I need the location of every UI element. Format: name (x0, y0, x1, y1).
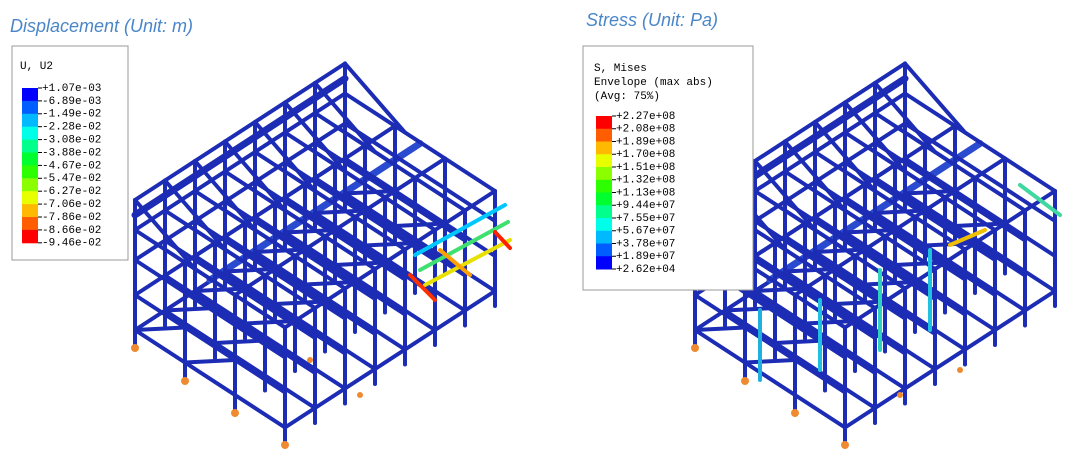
legend-label: +5.67e+07 (616, 226, 675, 238)
legend-label: +1.07e-03 (42, 83, 101, 95)
legend-swatch (596, 180, 612, 193)
legend-label: +2.27e+08 (616, 111, 675, 123)
legend-title: (Avg: 75%) (594, 91, 660, 103)
legend-label: +1.89e+07 (616, 251, 675, 263)
legend-label: +7.55e+07 (616, 213, 675, 225)
legend-swatch (22, 153, 38, 166)
legend-label: +1.51e+08 (616, 162, 675, 174)
legend-label: -8.66e-02 (42, 225, 101, 237)
legend-swatch (596, 231, 612, 244)
legend-label: -9.46e-02 (42, 238, 101, 250)
legend-label: +9.44e+07 (616, 200, 675, 212)
legend-swatch (22, 127, 38, 140)
legend-label: +1.70e+08 (616, 149, 675, 161)
legend-swatch (596, 193, 612, 206)
legend-label: -7.06e-02 (42, 199, 101, 211)
legend-swatch (596, 116, 612, 129)
legend-swatch (22, 217, 38, 230)
legend-swatch (596, 256, 612, 269)
legend-label: -3.08e-02 (42, 135, 101, 147)
legend-swatch (596, 205, 612, 218)
legend-title: S, Mises (594, 63, 647, 75)
legend-label: -3.88e-02 (42, 147, 101, 159)
legend-label: +2.62e+04 (616, 264, 676, 276)
legend-label: -5.47e-02 (42, 173, 101, 185)
panel-title: Displacement (Unit: m) (10, 16, 193, 36)
legend-label: +1.13e+08 (616, 187, 675, 199)
legend-swatch (22, 101, 38, 114)
legend-label: -4.67e-02 (42, 160, 101, 172)
legend-swatch (22, 165, 38, 178)
legend-swatch (596, 167, 612, 180)
panel-title: Stress (Unit: Pa) (586, 10, 718, 30)
legend-label: -6.89e-03 (42, 96, 101, 108)
legend-swatch (22, 88, 38, 101)
legend-swatch (22, 204, 38, 217)
legend-swatch (596, 218, 612, 231)
legend-swatch (22, 140, 38, 153)
legend-label: -2.28e-02 (42, 122, 101, 134)
legend-swatch (22, 230, 38, 243)
legend-label: -6.27e-02 (42, 186, 101, 198)
legend-swatch (22, 114, 38, 127)
legend-label: -7.86e-02 (42, 212, 101, 224)
legend-label: +1.32e+08 (616, 175, 675, 187)
legend: U, U2 +1.07e-03-6.89e-03-1.49e-02-2.28e-0… (20, 61, 101, 250)
structure (131, 64, 510, 450)
legend-swatch (596, 244, 612, 257)
legend-label: -1.49e-02 (42, 109, 101, 121)
legend-title: U, U2 (20, 61, 53, 73)
legend-label: +2.08e+08 (616, 124, 675, 136)
supports (131, 344, 363, 449)
legend-label: +3.78e+07 (616, 238, 675, 250)
legend-swatch (596, 142, 612, 155)
legend-swatch (22, 191, 38, 204)
legend-swatch (596, 154, 612, 167)
figure: Displacement (Unit: m) U, U2+1.07e-03-6.… (0, 0, 1074, 451)
legend-swatch (596, 129, 612, 142)
legend-swatch (22, 178, 38, 191)
legend-label: +1.89e+08 (616, 136, 675, 148)
legend-title: Envelope (max abs) (594, 77, 713, 89)
